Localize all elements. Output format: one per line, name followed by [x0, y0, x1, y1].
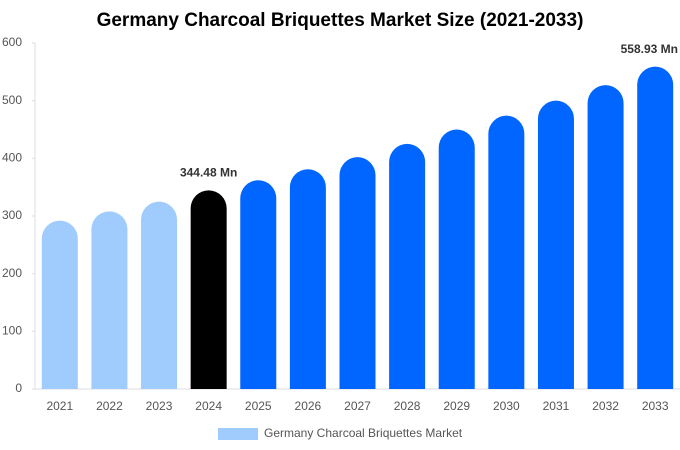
- bar: [488, 115, 525, 389]
- bar: [389, 143, 426, 389]
- y-tick-label: 0: [15, 381, 22, 395]
- bar: [587, 85, 624, 389]
- bar: [339, 157, 376, 389]
- x-tick-label: 2028: [394, 399, 421, 413]
- y-tick-label: 100: [2, 324, 22, 338]
- legend-label: Germany Charcoal Briquettes Market: [264, 426, 463, 440]
- y-tick-label: 400: [2, 151, 22, 165]
- x-tick-label: 2033: [642, 399, 669, 413]
- y-tick-label: 500: [2, 93, 22, 107]
- x-tick-label: 2027: [344, 399, 371, 413]
- bar: [537, 100, 574, 389]
- x-tick-label: 2030: [493, 399, 520, 413]
- y-tick-label: 300: [2, 208, 22, 222]
- y-tick-label: 600: [2, 35, 22, 49]
- x-tick-label: 2025: [245, 399, 272, 413]
- x-tick-label: 2023: [146, 399, 173, 413]
- x-tick-label: 2029: [443, 399, 470, 413]
- x-tick-label: 2026: [295, 399, 322, 413]
- x-tick-label: 2021: [46, 399, 73, 413]
- value-label: 344.48 Mn: [180, 166, 237, 180]
- x-tick-label: 2024: [195, 399, 222, 413]
- bar: [637, 66, 674, 389]
- bar: [289, 169, 326, 389]
- x-tick-label: 2032: [592, 399, 619, 413]
- bar: [41, 220, 78, 389]
- bar: [438, 129, 475, 389]
- bar: [141, 201, 178, 389]
- y-tick-label: 200: [2, 266, 22, 280]
- legend-swatch: [218, 428, 258, 440]
- value-label: 558.93 Mn: [621, 42, 678, 56]
- bar: [91, 211, 128, 389]
- x-tick-label: 2031: [543, 399, 570, 413]
- x-tick-label: 2022: [96, 399, 123, 413]
- chart-title: Germany Charcoal Briquettes Market Size …: [97, 10, 584, 31]
- bar: [240, 180, 277, 389]
- bar: [190, 190, 227, 389]
